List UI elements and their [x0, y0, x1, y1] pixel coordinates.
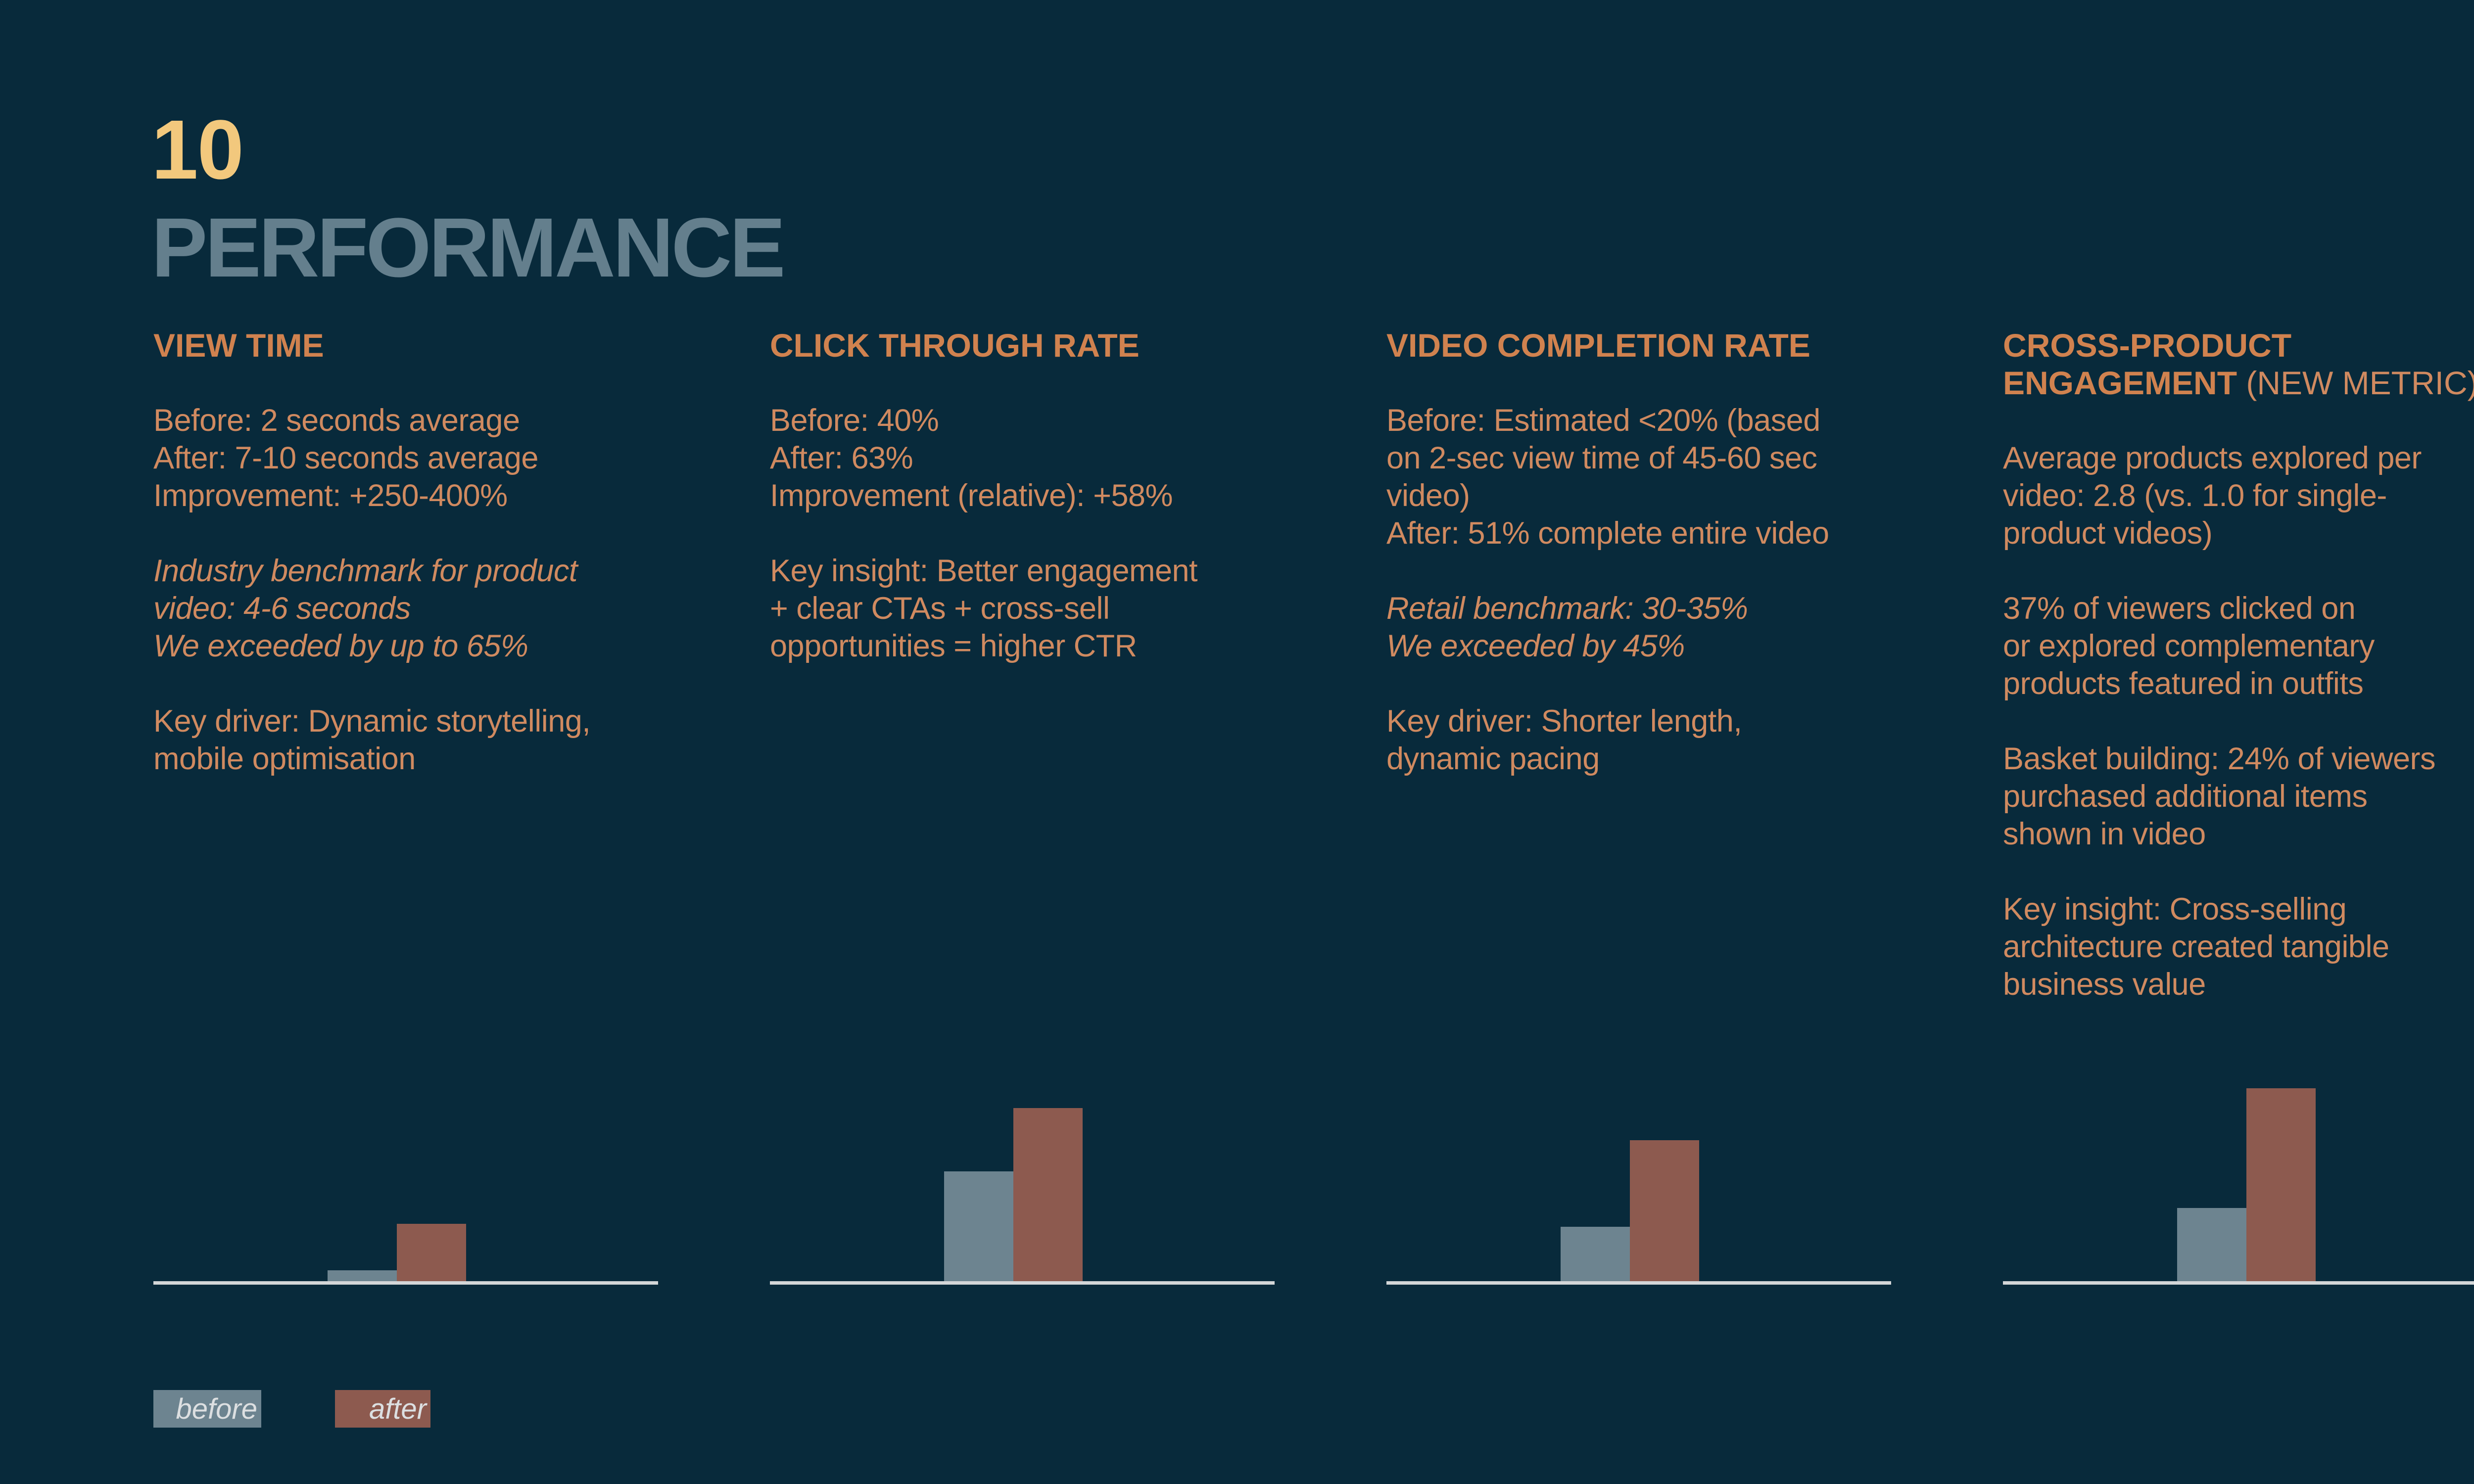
column-cross-product-engagement: CROSS-PRODUCT ENGAGEMENT (NEW METRIC) Av… [2003, 326, 2474, 1003]
chart-view-time-after-bar [397, 1224, 466, 1281]
legend-before-label: before [176, 1392, 257, 1425]
cpe-header-line1: CROSS-PRODUCT [2003, 327, 2292, 364]
view-time-benchmark: Industry benchmark for product video: 4-6… [153, 554, 577, 663]
column-click-through-rate: CLICK THROUGH RATE Before: 40% After: 63%… [770, 326, 1344, 665]
view-time-key-driver: Key driver: Dynamic storytelling, mobile … [153, 704, 591, 776]
vcr-key-driver: Key driver: Shorter length, dynamic pacin… [1386, 704, 1742, 776]
cpe-header-line2: ENGAGEMENT [2003, 365, 2237, 401]
cpe-products-explored: Average products explored per video: 2.8 … [2003, 441, 2422, 551]
legend-after-label: after [369, 1392, 427, 1425]
chart-vcr-axis [1386, 1281, 1891, 1285]
page-title: PERFORMANCE [151, 201, 786, 295]
chart-ctr-after-bar [1013, 1108, 1083, 1281]
column-header-video-completion-rate: VIDEO COMPLETION RATE [1386, 327, 1810, 364]
column-header-click-through-rate: CLICK THROUGH RATE [770, 327, 1140, 364]
vcr-benchmark: Retail benchmark: 30-35% We exceeded by 4… [1386, 591, 1748, 663]
chart-view-time-axis [153, 1281, 658, 1285]
chart-click-through-rate [770, 984, 1275, 1285]
cpe-viewers-clicked: 37% of viewers clicked on or explored com… [2003, 591, 2375, 701]
chart-ctr-axis [770, 1281, 1275, 1285]
cpe-basket-building: Basket building: 24% of viewers purchased… [2003, 742, 2435, 851]
legend-after-swatch: after [335, 1390, 430, 1428]
legend-before-swatch: before [153, 1390, 261, 1428]
cpe-key-insight: Key insight: Cross-selling architecture c… [2003, 892, 2389, 1002]
chart-vcr-before-bar [1561, 1227, 1630, 1281]
ctr-stats: Before: 40% After: 63% Improvement (relati… [770, 403, 1173, 513]
chart-view-time [153, 984, 658, 1285]
slide-number: 10 [151, 103, 244, 197]
title-block: 10 PERFORMANCE [151, 101, 786, 297]
cpe-header-new-metric: (NEW METRIC) [2246, 365, 2474, 401]
vcr-stats: Before: Estimated <20% (based on 2-sec vi… [1386, 403, 1829, 551]
column-header-cross-product-engagement: CROSS-PRODUCT ENGAGEMENT (NEW METRIC) [2003, 326, 2474, 402]
chart-cpe-before-bar [2177, 1208, 2246, 1281]
view-time-stats: Before: 2 seconds average After: 7-10 sec… [153, 403, 538, 513]
chart-cpe-after-bar [2246, 1088, 2316, 1281]
column-view-time: VIEW TIME Before: 2 seconds average After… [153, 326, 727, 778]
chart-cpe-axis [2003, 1281, 2474, 1285]
chart-ctr-before-bar [944, 1171, 1013, 1281]
chart-view-time-before-bar [328, 1270, 397, 1281]
chart-cross-product-engagement [2003, 984, 2474, 1285]
chart-vcr-after-bar [1630, 1140, 1699, 1281]
column-header-view-time: VIEW TIME [153, 327, 324, 364]
chart-video-completion-rate [1386, 984, 1891, 1285]
ctr-key-insight: Key insight: Better engagement + clear CT… [770, 554, 1198, 663]
column-video-completion-rate: VIDEO COMPLETION RATE Before: Estimated … [1386, 326, 1960, 778]
